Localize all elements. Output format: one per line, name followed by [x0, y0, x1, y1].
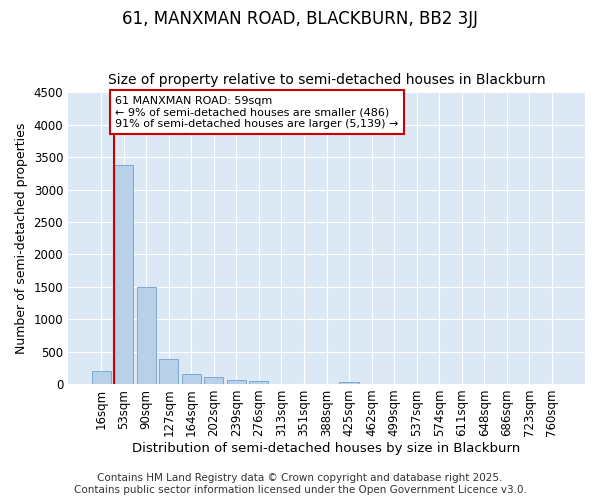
Y-axis label: Number of semi-detached properties: Number of semi-detached properties	[15, 122, 28, 354]
Title: Size of property relative to semi-detached houses in Blackburn: Size of property relative to semi-detach…	[108, 73, 545, 87]
Bar	[182, 374, 201, 384]
Bar	[227, 380, 246, 384]
Bar	[114, 165, 133, 384]
Bar	[92, 371, 110, 384]
Bar	[204, 378, 223, 384]
Text: Contains HM Land Registry data © Crown copyright and database right 2025.
Contai: Contains HM Land Registry data © Crown c…	[74, 474, 526, 495]
X-axis label: Distribution of semi-detached houses by size in Blackburn: Distribution of semi-detached houses by …	[133, 442, 521, 455]
Bar	[137, 286, 156, 384]
Bar	[159, 358, 178, 384]
Text: 61 MANXMAN ROAD: 59sqm
← 9% of semi-detached houses are smaller (486)
91% of sem: 61 MANXMAN ROAD: 59sqm ← 9% of semi-deta…	[115, 96, 398, 129]
Bar	[250, 382, 268, 384]
Bar	[340, 382, 359, 384]
Text: 61, MANXMAN ROAD, BLACKBURN, BB2 3JJ: 61, MANXMAN ROAD, BLACKBURN, BB2 3JJ	[122, 10, 478, 28]
